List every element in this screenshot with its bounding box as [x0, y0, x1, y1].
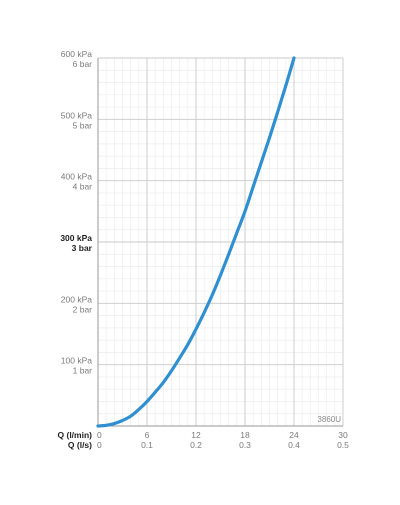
x-tick-label-lmin: 24 — [289, 430, 299, 440]
x-tick-label-ls: 0 — [97, 440, 102, 450]
y-tick-label-bar: 2 bar — [73, 304, 93, 314]
x-tick-label-ls: 0.1 — [141, 440, 153, 450]
series-line-0 — [96, 56, 296, 428]
series-layer — [96, 56, 296, 428]
y-tick-label-bar: 4 bar — [73, 182, 93, 192]
x-tick-label-ls: 0.4 — [288, 440, 300, 450]
x-tick-label-lmin: 0 — [97, 430, 102, 440]
x-tick-label-lmin: 18 — [240, 430, 250, 440]
y-tick-label-kpa: 600 kPa — [61, 49, 92, 59]
x-axis-title-ls: Q (l/s) — [68, 440, 92, 450]
y-tick-label-kpa: 100 kPa — [61, 356, 92, 366]
x-tick-label-lmin: 12 — [191, 430, 201, 440]
y-tick-label-kpa: 200 kPa — [61, 294, 92, 304]
x-tick-label-lmin: 30 — [338, 430, 348, 440]
y-tick-label-bar: 6 bar — [73, 59, 93, 69]
x-tick-label-ls: 0.5 — [337, 440, 349, 450]
x-tick-label-lmin: 6 — [145, 430, 150, 440]
x-axis-title-lmin: Q (l/min) — [58, 430, 93, 440]
y-tick-label-kpa: 500 kPa — [61, 110, 92, 120]
model-code-label: 3860U — [317, 415, 341, 424]
y-tick-label-bar: 3 bar — [72, 243, 93, 253]
x-tick-label-ls: 0.3 — [239, 440, 251, 450]
y-tick-label-kpa: 300 kPa — [60, 233, 92, 243]
x-tick-label-ls: 0.2 — [190, 440, 202, 450]
y-tick-label-bar: 1 bar — [73, 366, 93, 376]
major-grid — [98, 58, 343, 426]
plot-frame — [97, 57, 344, 427]
y-tick-label-bar: 5 bar — [73, 120, 93, 130]
y-tick-label-kpa: 400 kPa — [61, 172, 92, 182]
x-axis-labels: Q (l/min)Q (l/s) 00 60.1 120.2 180.3 240.4 300… — [58, 430, 350, 450]
